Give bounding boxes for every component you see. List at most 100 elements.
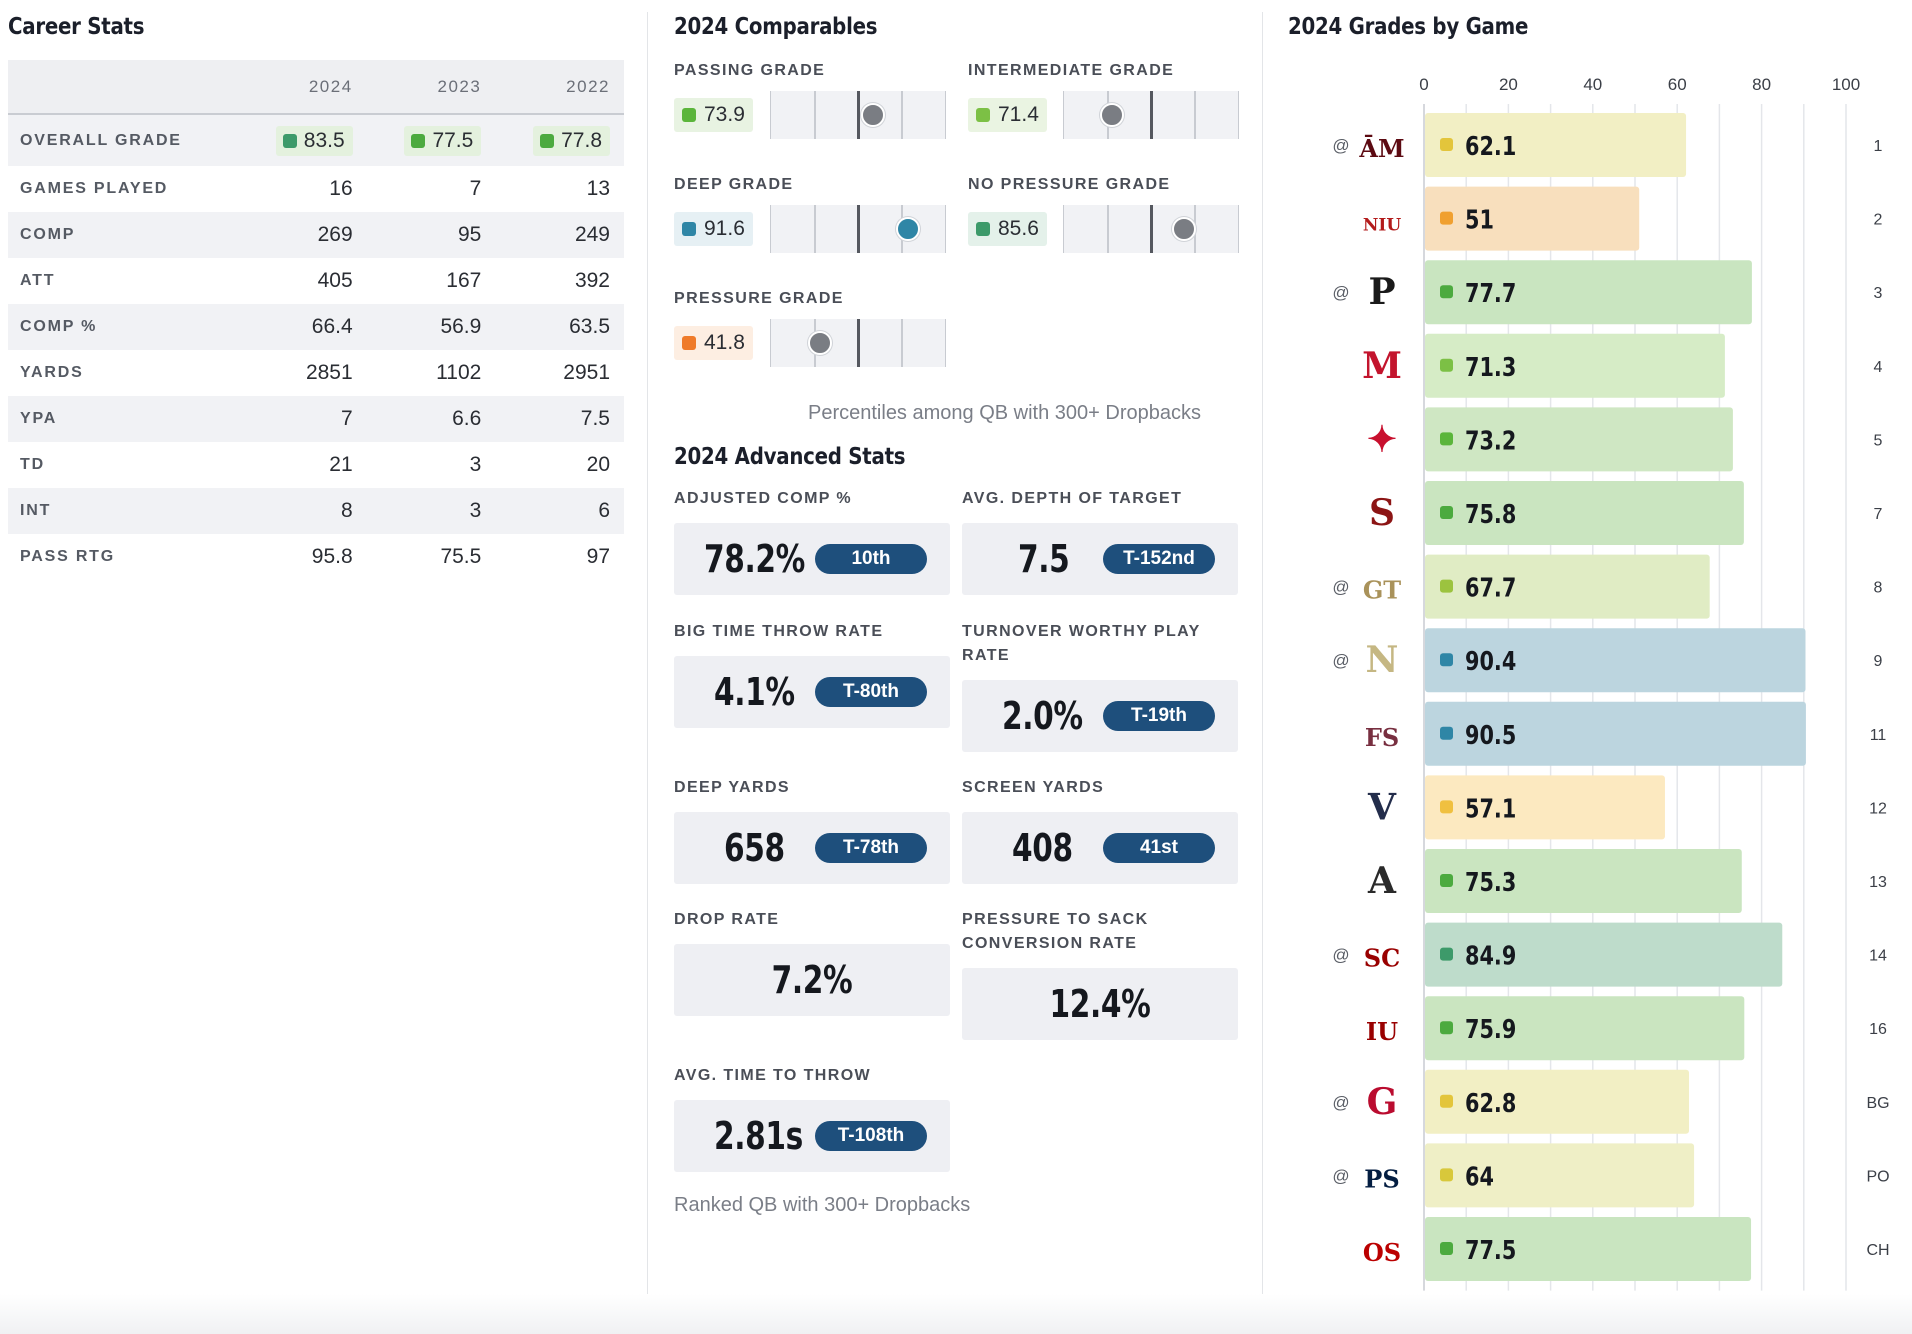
week-label: 3 (1874, 285, 1883, 302)
comparable-grade-chip: 71.4 (968, 98, 1047, 132)
grade-bar (1425, 701, 1806, 766)
army-logo-icon: A (1367, 860, 1397, 902)
percentile-bar (770, 319, 946, 367)
stat-label: AVG. TIME TO THROW (674, 1067, 872, 1084)
grade-value-label: 62.8 (1465, 1088, 1516, 1119)
table-header-row: 2024 2023 2022 (8, 60, 624, 114)
percentile-bar (1063, 205, 1239, 253)
grade-color-square (1440, 874, 1453, 887)
grade-bar (1425, 186, 1640, 251)
comparable-label: INTERMEDIATE GRADE (968, 62, 1175, 79)
grade-color-square (976, 222, 990, 236)
grade-color-square (1440, 579, 1453, 593)
comparable-grade-chip: 85.6 (968, 212, 1047, 246)
stat-value: 658 (724, 826, 785, 870)
stat-card: 12.4% (962, 968, 1238, 1040)
week-label: 7 (1874, 506, 1883, 523)
table-row: YARDS 2851 1102 2951 (20, 361, 610, 384)
week-label: 2 (1874, 212, 1883, 229)
grade-value-label: 71.3 (1465, 352, 1516, 383)
stat-value: 2.81s (714, 1114, 803, 1158)
comparable-grade-chip: 41.8 (674, 326, 753, 360)
table-row: TD 21 3 20 (20, 453, 610, 476)
louisville-logo-icon: ✦ (1367, 418, 1397, 460)
away-marker: @ (1332, 283, 1349, 302)
grade-value-label: 62.1 (1465, 131, 1516, 162)
week-label: 4 (1874, 359, 1883, 376)
stat-label: TURNOVER WORTHY PLAY RATE (962, 623, 1201, 664)
comparable-grade-chip: 91.6 (674, 212, 753, 246)
table-row: INT 8 3 6 (8, 488, 624, 534)
away-marker: @ (1332, 946, 1349, 965)
usc-logo-icon: SC (1364, 944, 1400, 973)
year-header: 2024 (308, 76, 353, 96)
indiana-logo-icon: IU (1366, 1017, 1398, 1046)
grade-color-square (1440, 358, 1453, 372)
penn-state-logo-icon: PS (1364, 1164, 1399, 1193)
grade-color-square (1440, 138, 1453, 151)
georgia-tech-logo-icon: GT (1363, 576, 1401, 605)
grade-color-square (1440, 506, 1453, 519)
grade-color-square (1440, 432, 1453, 446)
stat-label: PRESSURE TO SACK CONVERSION RATE (962, 911, 1149, 952)
grade-bar (1425, 113, 1687, 177)
stat-card: 408 41st (962, 812, 1238, 884)
grade-bar (1425, 260, 1752, 325)
grade-value-label: 75.9 (1465, 1014, 1516, 1045)
grade-color-square (1440, 800, 1453, 814)
away-marker: @ (1332, 136, 1349, 155)
rank-badge: T-152nd (1103, 544, 1215, 574)
grade-value-label: 90.4 (1465, 646, 1516, 677)
texas-am-logo-icon: ĀM (1358, 134, 1404, 163)
table-row: OVERALL GRADE 83.5 77.5 77.8 (8, 114, 624, 166)
stat-value: 7.5 (1018, 537, 1070, 581)
table-row: YPA 7 6.6 7.5 (8, 396, 624, 442)
grade-bar (1425, 1069, 1690, 1134)
grade-color-square (1440, 947, 1453, 961)
comparables-title: 2024 Comparables (674, 14, 878, 40)
stat-value: 2.0% (1002, 694, 1083, 738)
grade-value-label: 77.5 (1465, 1235, 1516, 1266)
grade-chip: 77.5 (404, 125, 482, 156)
grade-bar (1425, 481, 1744, 545)
percentile-bar (770, 205, 946, 253)
x-tick-label: 100 (1832, 75, 1860, 94)
x-tick-label: 60 (1668, 75, 1687, 94)
x-tick-label: 0 (1419, 75, 1428, 94)
percentile-marker (808, 331, 833, 355)
virginia-logo-icon: V (1367, 786, 1397, 828)
grade-color-square (540, 133, 555, 148)
away-marker: @ (1332, 1166, 1349, 1185)
away-marker: @ (1332, 1093, 1349, 1112)
grade-bar (1425, 407, 1733, 472)
table-row: COMP % 66.4 56.9 63.5 (8, 304, 624, 350)
stat-label: SCREEN YARDS (962, 779, 1105, 796)
percentile-marker (861, 103, 886, 127)
grade-chip: 83.5 (275, 125, 353, 156)
percentile-marker (1099, 103, 1124, 127)
rank-badge: T-108th (815, 1121, 927, 1151)
stat-label: AVG. DEPTH OF TARGET (962, 490, 1183, 507)
grade-value-label: 75.3 (1465, 867, 1516, 898)
stat-label: BIG TIME THROW RATE (674, 623, 884, 640)
stat-value: 4.1% (714, 670, 795, 714)
week-label: BG (1866, 1095, 1889, 1112)
comparable-label: DEEP GRADE (674, 176, 794, 193)
grade-color-square (1440, 211, 1453, 225)
grade-color-square (682, 222, 696, 236)
table-row: GAMES PLAYED 16 7 13 (20, 177, 610, 200)
grade-color-square (1440, 653, 1453, 667)
grade-value-label: 77.7 (1465, 278, 1516, 309)
row-label: OVERALL GRADE (20, 131, 182, 149)
percentile-bar (770, 91, 946, 139)
percentile-marker (896, 217, 921, 241)
stanford-logo-icon: S (1369, 492, 1395, 534)
grades-by-game-title: 2024 Grades by Game (1288, 14, 1529, 40)
grade-color-square (1440, 726, 1453, 740)
rank-badge: 10th (815, 544, 927, 574)
miami-oh-logo-icon: M (1362, 345, 1402, 387)
table-row: PASS RTG 95.8 75.5 97 (20, 545, 610, 568)
column-divider (1262, 12, 1263, 1334)
percentile-bar (1063, 91, 1239, 139)
